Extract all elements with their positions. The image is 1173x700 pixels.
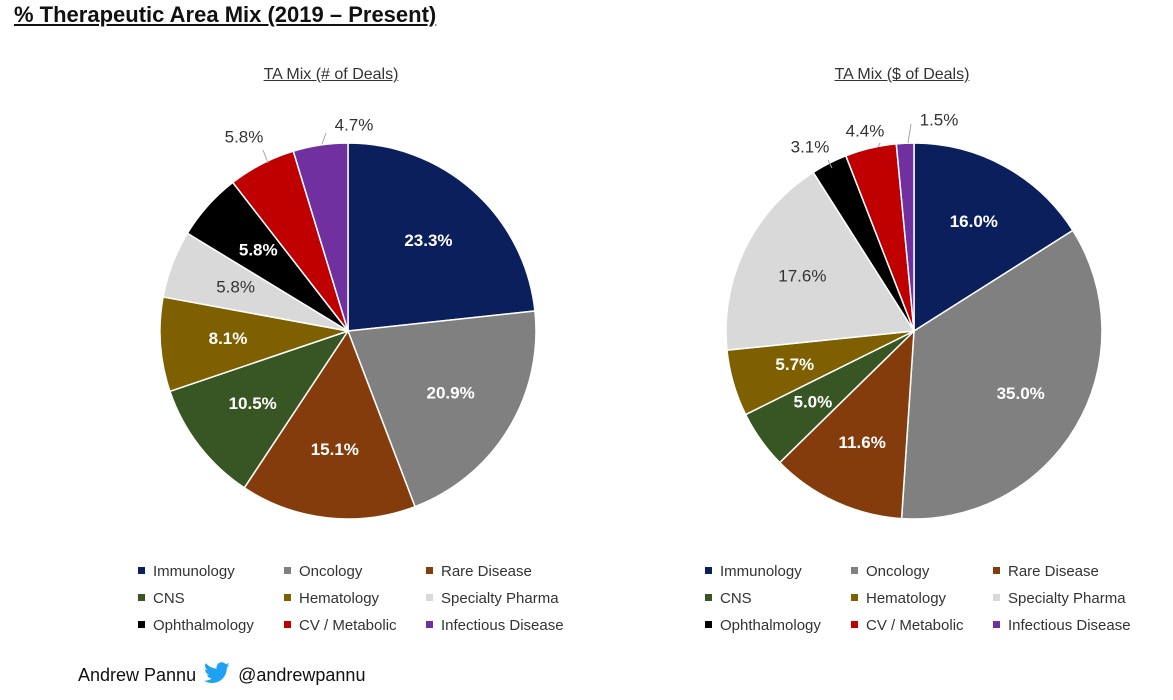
twitter-handle[interactable]: @andrewpannu — [238, 665, 366, 685]
legend-item-oncology: Oncology — [284, 563, 362, 580]
legend-item-ophthalmology: Ophthalmology — [705, 617, 821, 634]
data-label-cv-metabolic: 5.8% — [225, 127, 264, 146]
pie-slice-immunology — [347, 142, 536, 332]
legend-swatch — [705, 567, 712, 574]
legend-swatch — [284, 621, 291, 628]
data-label-rare-disease: 11.6% — [839, 433, 886, 452]
pie-slice-hematology — [159, 296, 351, 393]
legend-item-rare-disease: Rare Disease — [426, 563, 532, 580]
legend-swatch — [138, 567, 145, 574]
legend-swatch — [993, 567, 1000, 574]
pie-1: 16.0% 35.0% 11.6% 5.0% 5.7% 17.6% 3.1% 4.4% 1.5% — [725, 110, 1103, 520]
pie-0: 23.3% 20.9% 15.1% 10.5% 8.1% 5.8% 5.8% 5.8% 4.7% — [159, 115, 537, 520]
legend-item-specialty-pharma: Specialty Pharma — [426, 590, 559, 607]
data-label-immunology: 16.0% — [950, 212, 998, 231]
legend-label: CV / Metabolic — [866, 617, 964, 634]
legend-swatch — [851, 621, 858, 628]
legend-item-cv-metabolic: CV / Metabolic — [284, 617, 397, 634]
data-label-cns: 10.5% — [229, 394, 277, 413]
data-label-infectious-disease: 1.5% — [920, 110, 959, 129]
data-label-rare-disease: 15.1% — [311, 440, 359, 459]
legend-item-cns: CNS — [705, 590, 752, 607]
legend-item-cv-metabolic: CV / Metabolic — [851, 617, 964, 634]
footer: Andrew Pannu @andrewpannu — [78, 662, 365, 689]
legend-item-specialty-pharma: Specialty Pharma — [993, 590, 1126, 607]
legend-item-oncology: Oncology — [851, 563, 929, 580]
data-label-cv-metabolic: 4.4% — [846, 121, 885, 140]
legend-item-immunology: Immunology — [138, 563, 235, 580]
pie-slice-cns — [168, 329, 350, 489]
legend-swatch — [138, 594, 145, 601]
data-label-hematology: 8.1% — [209, 329, 248, 348]
chart-title-deal-count: TA Mix (# of Deals) — [263, 66, 399, 83]
legend-label: Rare Disease — [441, 563, 532, 580]
leader-line — [827, 159, 833, 169]
legend-label: Ophthalmology — [153, 617, 254, 634]
data-label-specialty-pharma: 17.6% — [778, 266, 826, 285]
data-label-ophthalmology: 5.8% — [239, 240, 278, 259]
data-label-hematology: 5.7% — [775, 355, 814, 374]
legend-item-hematology: Hematology — [851, 590, 946, 607]
chart-title-deal-value: TA Mix ($ of Deals) — [834, 66, 970, 83]
legend-swatch — [138, 621, 145, 628]
leader-line — [321, 132, 327, 145]
pie-slice-infectious-disease — [895, 142, 915, 332]
data-label-ophthalmology: 3.1% — [791, 137, 830, 156]
legend-label: Hematology — [866, 590, 947, 607]
leader-line — [262, 149, 269, 164]
data-label-oncology: 20.9% — [426, 383, 474, 402]
legend-item-cns: CNS — [138, 590, 185, 607]
legend-item-ophthalmology: Ophthalmology — [138, 617, 254, 634]
legend-label: Infectious Disease — [441, 617, 564, 634]
pie-slice-rare-disease — [778, 329, 915, 520]
legend-label: Oncology — [866, 563, 930, 580]
legend-swatch — [284, 567, 291, 574]
legend-swatch — [851, 594, 858, 601]
legend-swatch — [993, 621, 1000, 628]
pie-slice-specialty-pharma — [725, 171, 916, 352]
data-label-specialty-pharma: 5.8% — [216, 278, 255, 297]
legend-swatch — [426, 567, 433, 574]
legend-label: Immunology — [153, 563, 235, 580]
leader-line — [877, 142, 881, 148]
legend-label: Specialty Pharma — [441, 590, 559, 607]
legend-label: CNS — [720, 590, 752, 607]
legend-swatch — [284, 594, 291, 601]
legend-label: Rare Disease — [1008, 563, 1099, 580]
pie-slice-rare-disease — [243, 329, 416, 520]
legend-item-hematology: Hematology — [284, 590, 379, 607]
legend-swatch — [993, 594, 1000, 601]
legend-label: Specialty Pharma — [1008, 590, 1126, 607]
legend-label: Oncology — [299, 563, 363, 580]
leader-line — [907, 123, 912, 144]
author-name: Andrew Pannu — [78, 665, 197, 685]
data-label-oncology: 35.0% — [997, 384, 1045, 403]
legend-item-rare-disease: Rare Disease — [993, 563, 1099, 580]
pie-slice-immunology — [913, 142, 1074, 333]
legend-swatch — [426, 594, 433, 601]
legend-label: Ophthalmology — [720, 617, 821, 634]
legend-label: CV / Metabolic — [299, 617, 397, 634]
twitter-bird-icon — [204, 662, 230, 689]
legend-swatch — [426, 621, 433, 628]
pie-slice-oncology — [900, 229, 1103, 520]
legend-swatch — [851, 567, 858, 574]
pie-slice-oncology — [346, 310, 537, 508]
legend-label: CNS — [153, 590, 185, 607]
legend-label: Hematology — [299, 590, 380, 607]
data-label-immunology: 23.3% — [404, 231, 452, 250]
legend-label: Infectious Disease — [1008, 617, 1131, 634]
legend-item-infectious-disease: Infectious Disease — [993, 617, 1131, 634]
pie-slice-infectious-disease — [292, 142, 349, 332]
page-title: % Therapeutic Area Mix (2019 – Present) — [14, 2, 437, 27]
data-label-cns: 5.0% — [793, 392, 832, 411]
data-label-infectious-disease: 4.7% — [335, 115, 374, 134]
legend-swatch — [705, 594, 712, 601]
legend-swatch — [705, 621, 712, 628]
legend-item-infectious-disease: Infectious Disease — [426, 617, 564, 634]
legend-item-immunology: Immunology — [705, 563, 802, 580]
legend-label: Immunology — [720, 563, 802, 580]
